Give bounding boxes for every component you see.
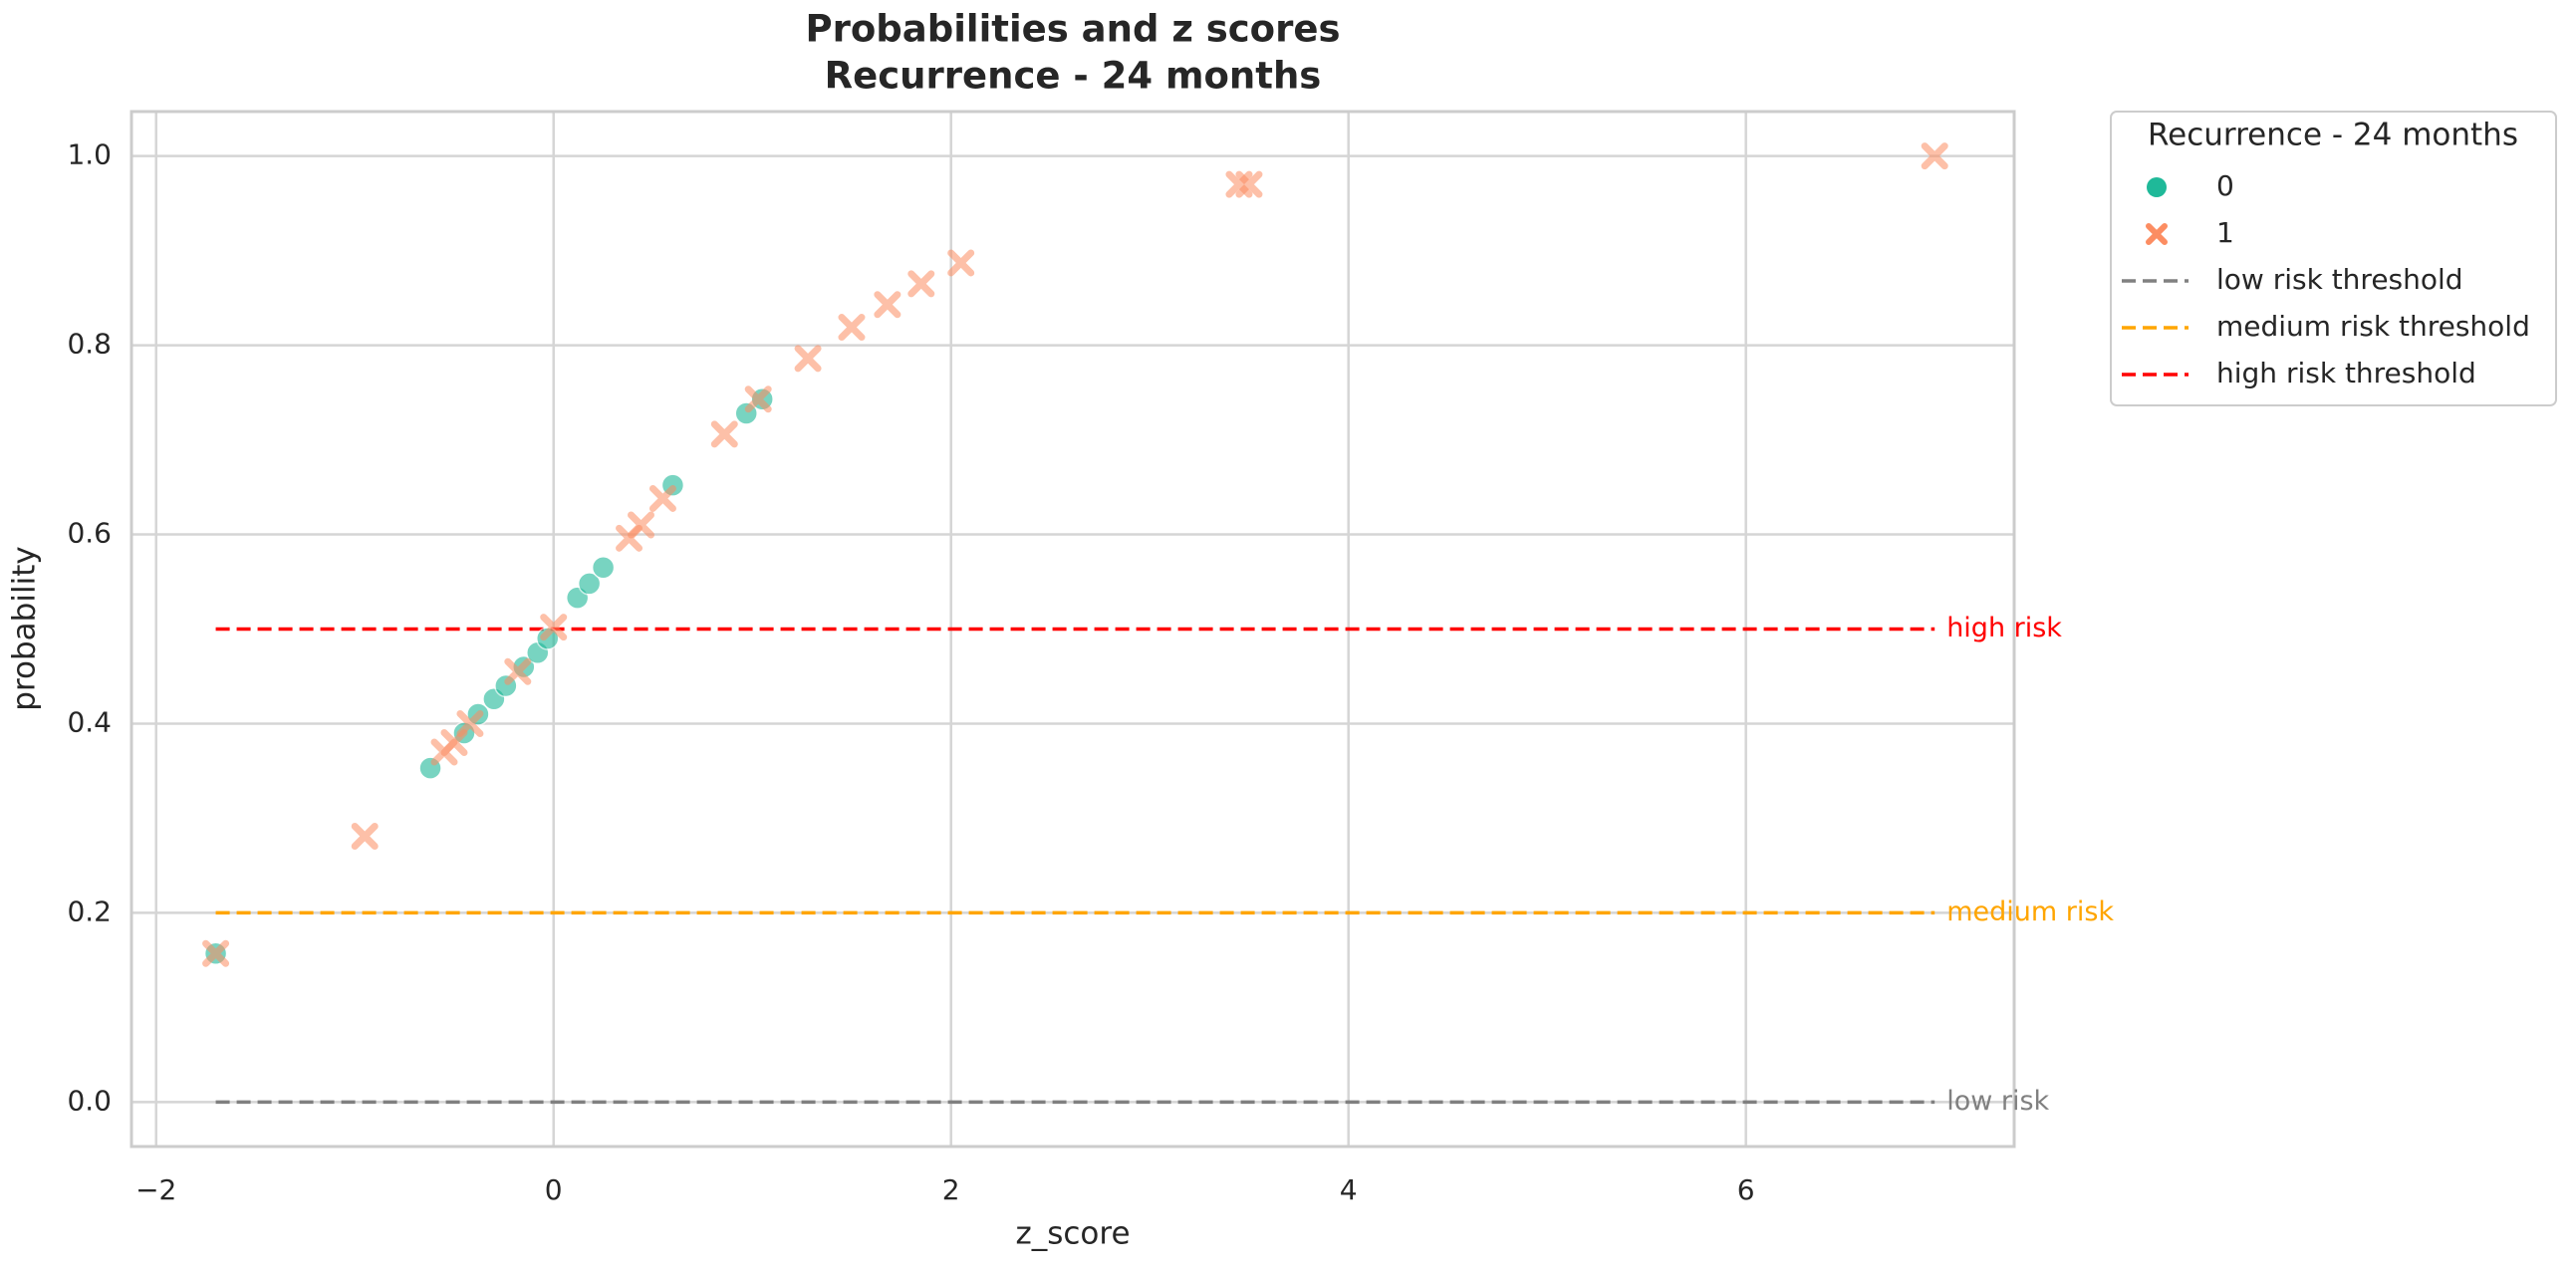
legend-marker	[2147, 177, 2167, 197]
legend-label: medium risk threshold	[2216, 310, 2530, 343]
point	[947, 249, 975, 277]
x-tick-label: 0	[545, 1173, 563, 1206]
x-tick-label: −2	[135, 1173, 176, 1206]
threshold-label: medium risk	[1946, 896, 2114, 927]
chart-subtitle: Recurrence - 24 months	[825, 55, 1322, 98]
point	[535, 627, 560, 650]
point	[628, 511, 655, 539]
threshold-label: high risk	[1946, 613, 2062, 643]
y-tick-label: 0.2	[67, 895, 112, 927]
legend-marker	[2146, 223, 2168, 245]
threshold-label: low risk	[1946, 1086, 2049, 1117]
point	[202, 939, 230, 967]
legend-label: low risk threshold	[2216, 263, 2463, 296]
point	[1235, 170, 1263, 198]
point	[710, 420, 738, 448]
plot-frame	[129, 110, 2016, 1149]
chart-title: Probabilities and z scores	[806, 8, 1341, 51]
point	[794, 345, 822, 373]
point	[591, 556, 616, 580]
x-tick-label: 6	[1737, 1173, 1755, 1206]
point	[907, 270, 935, 298]
legend-box	[2110, 111, 2557, 406]
x-tick-label: 2	[942, 1173, 960, 1206]
point	[1921, 142, 1948, 170]
legend-label: 1	[2216, 216, 2234, 249]
point	[504, 657, 532, 685]
point	[838, 314, 866, 342]
point	[744, 385, 772, 413]
point	[540, 614, 568, 641]
y-tick-label: 0.4	[67, 705, 112, 738]
y-tick-label: 1.0	[67, 138, 112, 171]
x-axis-label: z_score	[1015, 1216, 1130, 1252]
legend-label: 0	[2216, 169, 2234, 202]
point	[577, 572, 602, 596]
point	[648, 484, 676, 512]
y-axis-label: probability	[7, 546, 43, 710]
point	[874, 291, 902, 319]
point	[351, 822, 379, 850]
x-tick-label: 4	[1340, 1173, 1358, 1206]
point	[456, 709, 484, 737]
y-tick-label: 0.0	[67, 1084, 112, 1117]
y-tick-label: 0.8	[67, 328, 112, 361]
y-tick-label: 0.6	[67, 517, 112, 550]
legend-label: high risk threshold	[2216, 357, 2476, 389]
legend-title: Recurrence - 24 months	[2148, 118, 2518, 153]
